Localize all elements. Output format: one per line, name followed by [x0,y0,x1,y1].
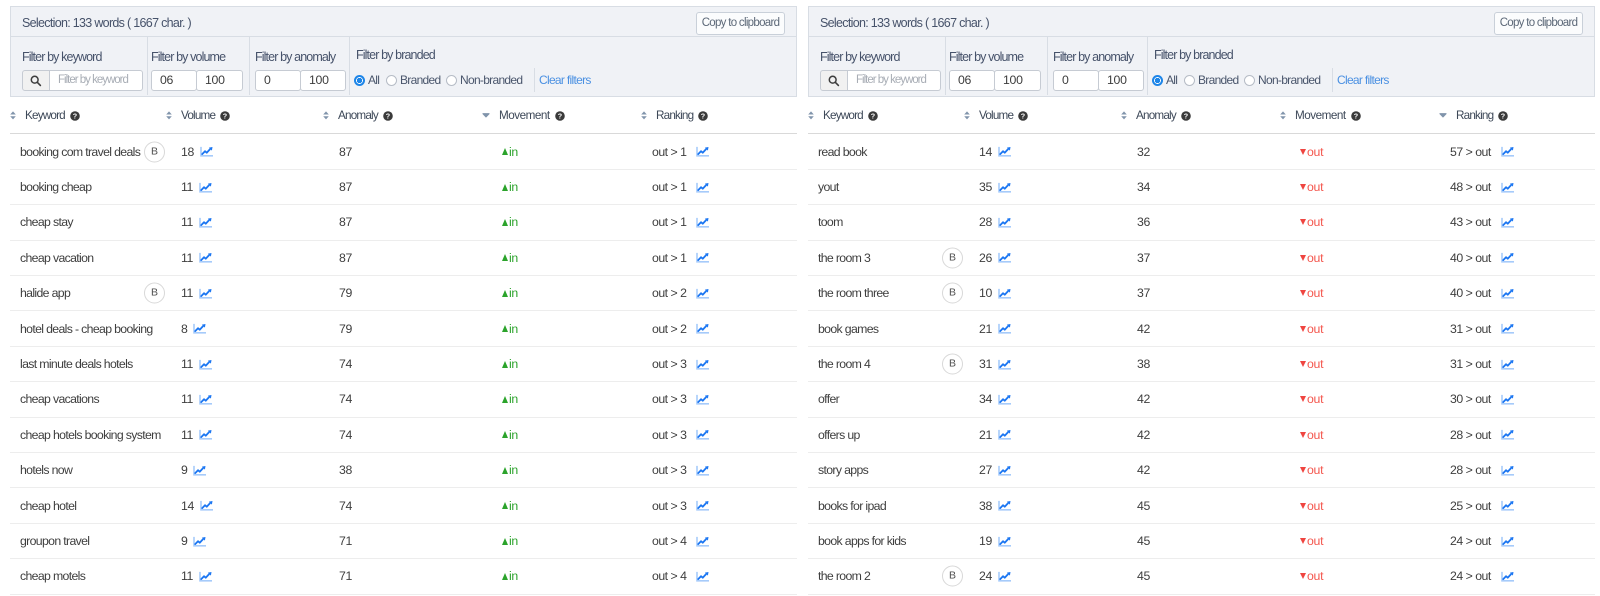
svg-text:?: ? [1184,111,1188,120]
svg-text:?: ? [1353,111,1357,120]
svg-text:?: ? [701,111,705,120]
svg-text:?: ? [73,111,77,120]
svg-text:?: ? [386,111,390,120]
svg-text:?: ? [223,111,227,120]
svg-text:?: ? [1021,111,1025,120]
svg-text:?: ? [1501,111,1505,120]
svg-text:?: ? [557,111,561,120]
svg-text:?: ? [871,111,875,120]
